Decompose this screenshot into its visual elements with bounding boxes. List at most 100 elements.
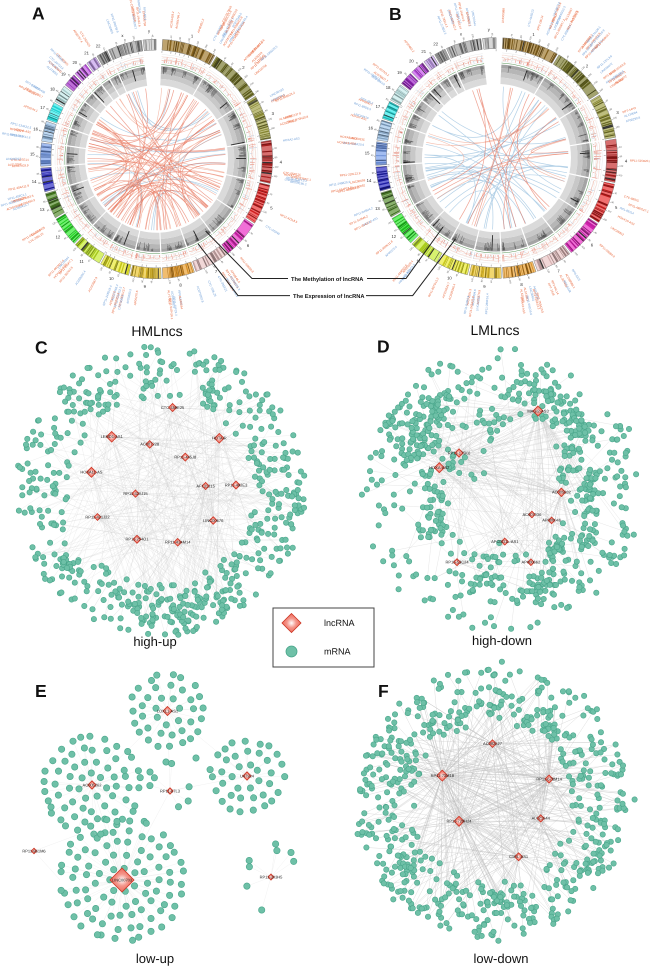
svg-text:RP4-50J8: RP4-50J8 (562, 280, 572, 294)
svg-text:40: 40 (63, 236, 67, 240)
svg-text:AP00744.6: AP00744.6 (228, 28, 240, 43)
svg-text:40: 40 (563, 260, 567, 264)
svg-text:6: 6 (591, 243, 594, 248)
svg-text:14: 14 (32, 179, 37, 184)
svg-text:HOXA5-AS2: HOXA5-AS2 (14, 127, 32, 134)
svg-text:E: E (35, 681, 47, 701)
svg-text:4: 4 (625, 159, 628, 164)
svg-text:AL610148: AL610148 (532, 286, 540, 301)
svg-text:120: 120 (619, 165, 624, 168)
svg-text:120: 120 (387, 220, 392, 225)
svg-text:RP11-608H12.4: RP11-608H12.4 (447, 9, 458, 31)
svg-text:120: 120 (99, 266, 104, 271)
svg-text:40: 40 (250, 232, 254, 236)
svg-text:80: 80 (244, 239, 248, 243)
svg-text:AL777863: AL777863 (167, 290, 172, 304)
svg-text:120: 120 (72, 247, 77, 252)
svg-text:LINC00659: LINC00659 (350, 178, 366, 185)
svg-text:CTC-243N9: CTC-243N9 (265, 224, 281, 236)
svg-text:RP11-134K22.5: RP11-134K22.5 (10, 121, 32, 130)
svg-text:40: 40 (223, 56, 227, 60)
svg-text:9: 9 (483, 284, 486, 289)
svg-text:HOXA7-AS1: HOXA7-AS1 (350, 113, 368, 122)
svg-text:7: 7 (215, 269, 218, 274)
svg-text:40: 40 (605, 99, 609, 103)
svg-text:AL626986: AL626986 (519, 289, 525, 303)
svg-text:40: 40 (170, 35, 173, 39)
svg-text:80: 80 (275, 156, 278, 159)
svg-text:160: 160 (231, 252, 236, 257)
svg-text:LINC00158: LINC00158 (131, 6, 138, 22)
svg-text:120: 120 (132, 278, 136, 283)
svg-text:120: 120 (437, 266, 442, 271)
svg-text:AC075052.8: AC075052.8 (196, 286, 205, 303)
svg-text:21: 21 (421, 49, 426, 54)
svg-text:high-down: high-down (472, 633, 532, 648)
svg-text:CTC-517M18: CTC-517M18 (221, 5, 233, 23)
svg-text:80: 80 (620, 155, 623, 158)
svg-text:15: 15 (365, 151, 370, 156)
svg-text:RP11-970N20.8: RP11-970N20.8 (287, 115, 309, 124)
svg-text:120: 120 (508, 280, 511, 285)
svg-text:40: 40 (78, 63, 82, 67)
svg-text:LINC00312: LINC00312 (610, 225, 625, 237)
svg-text:RP11-338N2.1: RP11-338N2.1 (291, 175, 311, 182)
svg-text:160: 160 (271, 126, 276, 130)
svg-text:HOXA2-AS1: HOXA2-AS1 (362, 216, 379, 227)
svg-text:RP11-488D14.3: RP11-488D14.3 (337, 185, 359, 194)
svg-text:AC007228: AC007228 (140, 442, 160, 447)
svg-text:CTC-416D13: CTC-416D13 (527, 9, 535, 27)
svg-text:CTC-739L25: CTC-739L25 (207, 280, 218, 298)
svg-text:10: 10 (447, 276, 452, 281)
svg-text:RP11-678M14: RP11-678M14 (536, 776, 562, 781)
svg-text:AC037603.9: AC037603.9 (12, 163, 29, 168)
svg-text:80: 80 (378, 199, 382, 203)
svg-text:120: 120 (607, 209, 612, 214)
svg-text:RP11-228A13.2: RP11-228A13.2 (532, 288, 542, 310)
svg-text:RP11-67L3: RP11-67L3 (160, 788, 181, 793)
svg-text:A: A (32, 4, 45, 24)
svg-text:80: 80 (212, 265, 216, 269)
svg-text:y: y (488, 27, 491, 32)
svg-text:80: 80 (394, 228, 398, 232)
svg-text:RP11-242A21.6: RP11-242A21.6 (468, 295, 475, 317)
svg-text:80: 80 (587, 238, 591, 242)
svg-text:lncRNA: lncRNA (324, 618, 355, 628)
svg-text:LINC00703: LINC00703 (112, 877, 133, 882)
svg-text:CTC-459E25: CTC-459E25 (161, 405, 185, 410)
svg-text:AP00283.3: AP00283.3 (126, 288, 133, 304)
svg-text:RP11-627M23.5: RP11-627M23.5 (12, 194, 34, 204)
svg-text:LINC00601: LINC00601 (528, 286, 536, 302)
svg-text:RP11-480G27.1: RP11-480G27.1 (628, 203, 650, 214)
svg-text:160: 160 (587, 72, 592, 77)
svg-text:20: 20 (72, 60, 77, 65)
svg-text:9: 9 (144, 284, 147, 289)
svg-text:40: 40 (425, 258, 429, 262)
svg-text:40: 40 (382, 208, 386, 212)
svg-text:LINC00692: LINC00692 (350, 183, 366, 190)
svg-text:22: 22 (433, 42, 438, 47)
svg-text:LINC00714: LINC00714 (552, 1, 562, 17)
svg-text:LINC00252: LINC00252 (475, 296, 481, 312)
svg-text:RP11-492E3: RP11-492E3 (225, 482, 248, 487)
svg-text:40: 40 (403, 72, 407, 76)
svg-text:200: 200 (204, 43, 209, 48)
svg-text:HOXA8-AS3: HOXA8-AS3 (340, 134, 358, 140)
svg-text:LINC00803: LINC00803 (105, 19, 114, 35)
svg-text:AC045365.3: AC045365.3 (170, 291, 176, 308)
svg-text:120: 120 (187, 37, 191, 42)
svg-text:120: 120 (581, 245, 586, 250)
svg-text:low-down: low-down (474, 951, 529, 966)
svg-text:120: 120 (132, 35, 136, 40)
svg-text:120: 120 (168, 280, 171, 285)
svg-text:LINC00700: LINC00700 (284, 177, 300, 183)
svg-text:RP11-318L23.9: RP11-318L23.9 (339, 171, 360, 177)
svg-text:RP2-28L2: RP2-28L2 (360, 96, 374, 105)
svg-text:40: 40 (39, 129, 43, 133)
svg-text:AP00767.4: AP00767.4 (72, 29, 84, 44)
svg-text:HMLncs: HMLncs (131, 323, 182, 339)
svg-text:80: 80 (480, 279, 483, 283)
svg-text:120: 120 (471, 34, 475, 39)
svg-text:80: 80 (609, 107, 613, 111)
svg-text:AC036396.4: AC036396.4 (448, 283, 457, 300)
